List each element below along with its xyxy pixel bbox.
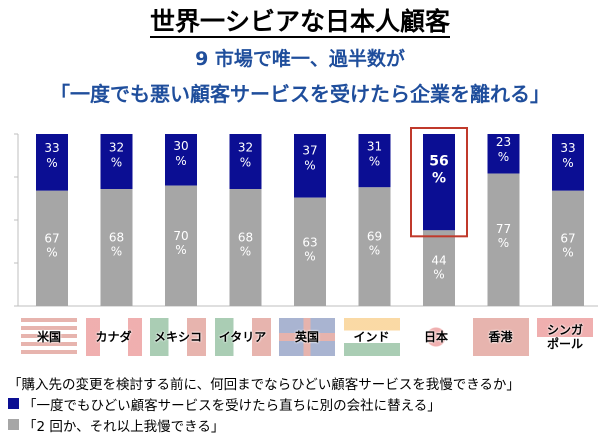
data-label-navy-unit: %	[369, 155, 380, 169]
page-title-text: 世界一シビアな日本人顧客	[149, 7, 450, 38]
us-flag-icon: 米国	[21, 318, 77, 356]
legend-item-gray: 「2 回か、それ以上我慢できる」	[8, 414, 520, 435]
data-label-gray-unit: %	[111, 245, 122, 259]
legend-label-navy: 「一度でもひどい顧客サービスを受けたら直ちに別の会社に替える」	[23, 397, 441, 414]
flag-background	[472, 318, 529, 356]
data-label-gray-unit: %	[175, 243, 186, 257]
bar-segment-gray	[358, 187, 391, 306]
bar-segment-gray	[487, 173, 520, 306]
bar-segment-navy	[294, 134, 326, 198]
singapore-flag-icon: シンガ ポール	[537, 318, 593, 356]
data-label-navy-unit: %	[562, 156, 573, 170]
bar-segment-navy	[552, 134, 584, 191]
italy-flag-icon: イタリア	[214, 318, 271, 356]
bar-segment-navy	[358, 134, 391, 188]
data-label-gray: 70	[173, 229, 188, 243]
bar-segment-navy	[487, 134, 520, 174]
data-label-navy-unit: %	[240, 155, 251, 169]
data-label-gray: 67	[44, 232, 59, 246]
chart-legend: 「購入先の変更を検討する前に、何回までならひどい顧客サービスを我慢できるか」 「…	[8, 372, 520, 435]
flag-background	[150, 318, 206, 356]
page-title: 世界一シビアな日本人顧客	[0, 2, 600, 38]
data-label-gray-unit: %	[46, 246, 57, 260]
data-label-gray-unit: %	[369, 244, 380, 258]
country-label: 米国	[36, 330, 61, 344]
india-flag-icon: インド	[343, 318, 400, 356]
bar-segment-navy	[229, 134, 262, 190]
data-label-gray-unit: %	[304, 249, 315, 263]
country-label: イタリア	[218, 330, 267, 344]
data-label-gray: 63	[302, 235, 317, 249]
country-label: カナダ	[95, 330, 132, 344]
country-label: シンガ ポール	[546, 323, 583, 351]
mexico-flag-icon: メキシコ	[150, 318, 206, 356]
bar-segment-gray	[423, 230, 455, 306]
data-label-navy-unit: %	[432, 171, 446, 187]
uk-flag-icon: 英国	[279, 318, 335, 356]
country-label: 英国	[294, 330, 319, 344]
flag-background	[85, 318, 142, 356]
data-label-navy: 33	[44, 141, 59, 155]
data-label-navy: 23	[496, 135, 511, 149]
country-label: インド	[353, 330, 390, 344]
data-label-navy-unit: %	[175, 154, 186, 168]
bar-segment-gray	[165, 185, 197, 306]
data-label-gray: 67	[560, 232, 575, 246]
bar-segment-gray	[229, 189, 262, 306]
flag-background	[214, 318, 271, 356]
legend-label-gray: 「2 回か、それ以上我慢できる」	[23, 418, 225, 435]
data-label-gray: 69	[367, 230, 382, 244]
data-label-navy: 30	[173, 139, 188, 153]
highlight-box-japan	[410, 127, 468, 238]
data-label-navy: 33	[560, 141, 575, 155]
data-label-navy: 31	[367, 140, 382, 154]
data-label-gray: 68	[238, 231, 253, 245]
data-label-gray-unit: %	[433, 267, 444, 281]
flag-background	[408, 318, 464, 356]
legend-swatch-navy	[8, 398, 19, 409]
data-label-navy: 32	[109, 140, 124, 154]
canada-flag-icon: カナダ	[85, 318, 142, 356]
subtitle-1: 9 市場で唯一、過半数が	[195, 48, 405, 70]
bar-segment-gray	[36, 190, 68, 306]
country-label: メキシコ	[153, 330, 202, 344]
data-label-gray-unit: %	[498, 236, 509, 250]
bar-segment-gray	[552, 190, 584, 306]
data-label-gray: 77	[496, 222, 511, 236]
bar-segment-navy	[36, 134, 68, 191]
subtitle-2: 「一度でも悪い顧客サービスを受けたら企業を離れる」	[50, 82, 550, 106]
data-label-gray-unit: %	[240, 245, 251, 259]
flag-background	[343, 318, 400, 356]
bar-segment-gray	[100, 189, 133, 306]
flag-background	[21, 318, 77, 356]
flag-background	[537, 318, 593, 356]
data-label-navy-unit: %	[304, 158, 315, 172]
data-label-navy-unit: %	[111, 155, 122, 169]
data-label-navy: 37	[302, 143, 317, 157]
country-flag-row: 米国 カナダ メキシコ イタリア 英国 インド 日本 香港 シンガ ポール	[18, 318, 598, 358]
data-label-gray: 68	[109, 231, 124, 245]
bar-segment-navy	[423, 134, 455, 231]
bar-segment-gray	[294, 197, 326, 306]
bar-segment-navy	[100, 134, 133, 190]
legend-swatch-gray	[8, 419, 19, 430]
data-label-navy-unit: %	[46, 156, 57, 170]
hongkong-flag-icon: 香港	[472, 318, 529, 356]
data-label-navy: 56	[429, 154, 448, 170]
data-label-gray-unit: %	[562, 246, 573, 260]
flag-background	[279, 318, 335, 356]
stacked-bar-chart: 33%67%32%68%30%70%32%68%37%63%31%69%56%4…	[14, 127, 598, 307]
japan-flag-icon: 日本	[408, 318, 464, 356]
country-label: 日本	[423, 330, 448, 344]
legend-question: 「購入先の変更を検討する前に、何回までならひどい顧客サービスを我慢できるか」	[8, 376, 520, 393]
data-label-navy-unit: %	[498, 150, 509, 164]
data-label-gray: 44	[431, 253, 446, 267]
bar-segment-navy	[165, 134, 197, 186]
data-label-navy: 32	[238, 140, 253, 154]
legend-item-navy: 「一度でもひどい顧客サービスを受けたら直ちに別の会社に替える」	[8, 393, 520, 414]
country-label: 香港	[488, 330, 513, 344]
